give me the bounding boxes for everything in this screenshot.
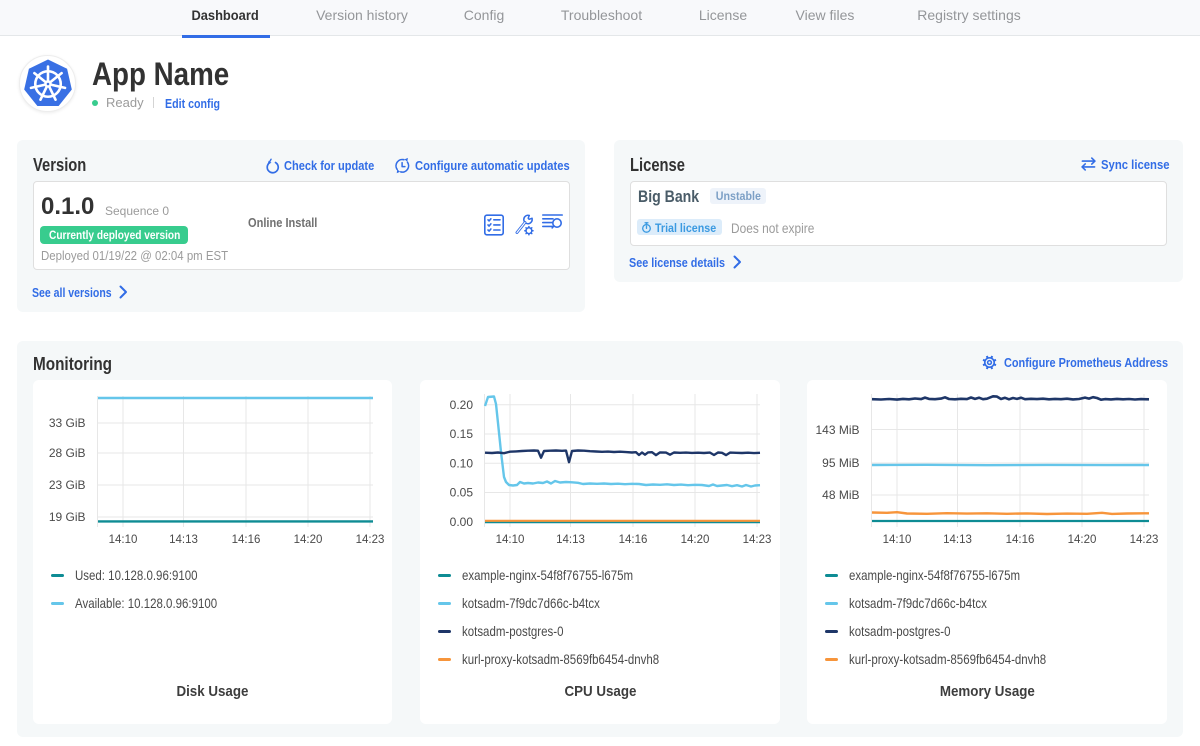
svg-text:23 GiB: 23 GiB — [49, 478, 86, 492]
svg-text:14:10: 14:10 — [883, 534, 912, 546]
svg-text:14:20: 14:20 — [681, 534, 710, 546]
svg-text:0.05: 0.05 — [450, 486, 474, 500]
svg-text:14:13: 14:13 — [169, 534, 198, 546]
svg-text:14:23: 14:23 — [356, 534, 385, 546]
svg-text:14:16: 14:16 — [232, 534, 261, 546]
svg-text:33 GiB: 33 GiB — [49, 416, 86, 430]
svg-text:14:10: 14:10 — [496, 534, 525, 546]
svg-text:143 MiB: 143 MiB — [815, 423, 859, 437]
svg-text:14:10: 14:10 — [109, 534, 138, 546]
svg-text:14:20: 14:20 — [1068, 534, 1097, 546]
svg-text:14:20: 14:20 — [294, 534, 323, 546]
svg-text:0.10: 0.10 — [450, 456, 474, 470]
svg-text:14:23: 14:23 — [1130, 534, 1159, 546]
svg-text:95 MiB: 95 MiB — [822, 456, 859, 470]
svg-text:14:13: 14:13 — [556, 534, 585, 546]
svg-text:0.15: 0.15 — [450, 427, 474, 441]
svg-text:14:16: 14:16 — [1006, 534, 1035, 546]
svg-text:0.00: 0.00 — [450, 515, 474, 529]
svg-text:28 GiB: 28 GiB — [49, 446, 86, 460]
svg-text:14:23: 14:23 — [743, 534, 772, 546]
svg-text:19 GiB: 19 GiB — [49, 510, 86, 524]
svg-text:0.20: 0.20 — [450, 398, 474, 412]
svg-text:14:13: 14:13 — [943, 534, 972, 546]
svg-text:48 MiB: 48 MiB — [822, 488, 859, 502]
svg-text:14:16: 14:16 — [619, 534, 648, 546]
